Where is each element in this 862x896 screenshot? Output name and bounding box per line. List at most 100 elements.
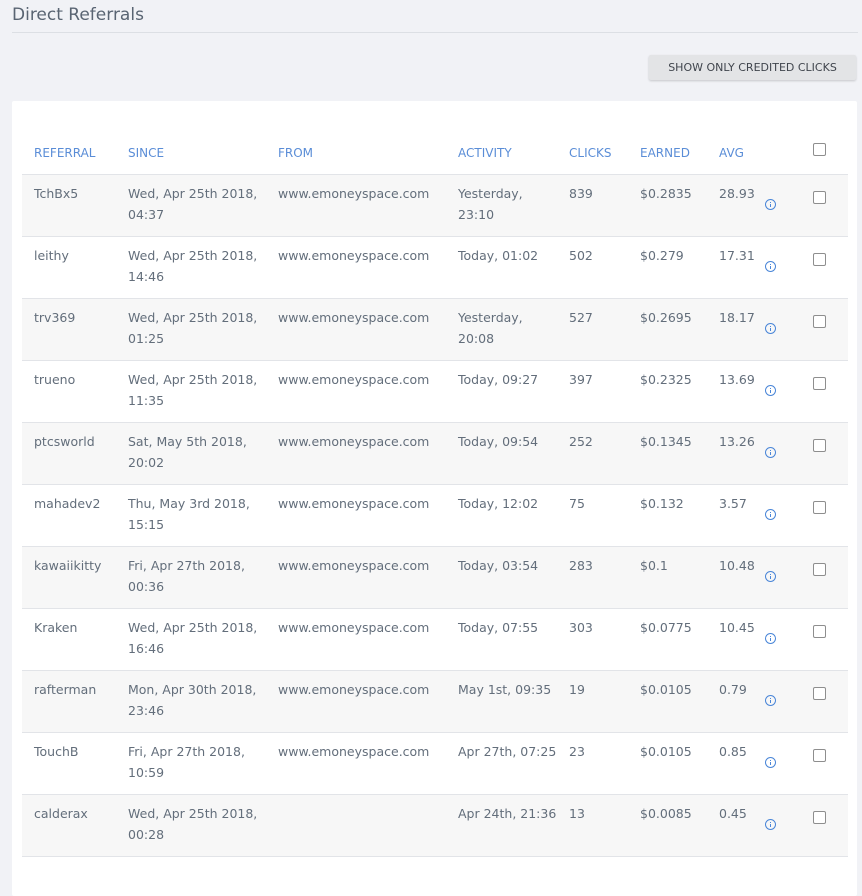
- cell-select: [803, 732, 848, 795]
- cell-from: www.emoneyspace.com: [266, 236, 446, 299]
- column-header-select: [803, 131, 848, 175]
- cell-info: [761, 732, 803, 795]
- cell-from: www.emoneyspace.com: [266, 298, 446, 361]
- info-icon[interactable]: [765, 323, 776, 334]
- cell-select: [803, 608, 848, 671]
- cell-earned: $0.0775: [628, 608, 707, 671]
- cell-select: [803, 236, 848, 299]
- info-icon[interactable]: [765, 757, 776, 768]
- column-header-since[interactable]: SINCE: [116, 131, 266, 175]
- select-all-checkbox[interactable]: [813, 142, 826, 156]
- cell-select: [803, 670, 848, 733]
- cell-referral[interactable]: rafterman: [22, 670, 116, 733]
- cell-from: www.emoneyspace.com: [266, 484, 446, 547]
- referrals-table-body: TchBx5 Wed, Apr 25th 2018, 04:37 www.emone…: [22, 174, 848, 857]
- cell-clicks: 502: [557, 236, 628, 299]
- info-icon[interactable]: [765, 385, 776, 396]
- info-icon[interactable]: [765, 261, 776, 272]
- cell-since: Wed, Apr 25th 2018, 16:46: [116, 608, 266, 671]
- cell-activity: Today, 12:02: [446, 484, 557, 547]
- cell-select: [803, 174, 848, 237]
- cell-select: [803, 546, 848, 609]
- cell-earned: $0.1: [628, 546, 707, 609]
- cell-referral[interactable]: TouchB: [22, 732, 116, 795]
- cell-from: www.emoneyspace.com: [266, 422, 446, 485]
- row-select-checkbox[interactable]: [813, 811, 826, 824]
- cell-earned: $0.279: [628, 236, 707, 299]
- row-select-checkbox[interactable]: [813, 253, 826, 266]
- column-header-from[interactable]: FROM: [266, 131, 446, 175]
- info-icon[interactable]: [765, 199, 776, 210]
- cell-activity: May 1st, 09:35: [446, 670, 557, 733]
- cell-activity: Yesterday, 20:08: [446, 298, 557, 361]
- table-header-row: REFERRAL SINCE FROM ACTIVITY CLICKS EARN…: [22, 131, 848, 175]
- page-title: Direct Referrals: [12, 5, 144, 25]
- column-header-clicks[interactable]: CLICKS: [557, 131, 628, 175]
- table-row: trueno Wed, Apr 25th 2018, 11:35 www.emone…: [22, 360, 848, 423]
- column-header-avg[interactable]: AVG: [707, 131, 761, 175]
- cell-activity: Today, 03:54: [446, 546, 557, 609]
- info-icon[interactable]: [765, 571, 776, 582]
- cell-activity: Today, 09:54: [446, 422, 557, 485]
- cell-clicks: 252: [557, 422, 628, 485]
- cell-from: www.emoneyspace.com: [266, 174, 446, 237]
- cell-info: [761, 236, 803, 299]
- cell-activity: Today, 07:55: [446, 608, 557, 671]
- row-select-checkbox[interactable]: [813, 625, 826, 638]
- cell-referral[interactable]: TchBx5: [22, 174, 116, 237]
- cell-referral[interactable]: trv369: [22, 298, 116, 361]
- cell-from: [266, 794, 446, 857]
- info-icon[interactable]: [765, 447, 776, 458]
- info-icon[interactable]: [765, 819, 776, 830]
- cell-since: Wed, Apr 25th 2018, 14:46: [116, 236, 266, 299]
- cell-referral[interactable]: mahadev2: [22, 484, 116, 547]
- table-row: calderax Wed, Apr 25th 2018, 00:28 Apr 24t…: [22, 794, 848, 857]
- cell-select: [803, 360, 848, 423]
- column-header-earned[interactable]: EARNED: [628, 131, 707, 175]
- cell-earned: $0.132: [628, 484, 707, 547]
- show-only-credited-clicks-button[interactable]: SHOW ONLY CREDITED CLICKS: [649, 55, 856, 80]
- cell-referral[interactable]: kawaiikitty: [22, 546, 116, 609]
- cell-clicks: 283: [557, 546, 628, 609]
- cell-select: [803, 422, 848, 485]
- column-header-referral[interactable]: REFERRAL: [22, 131, 116, 175]
- cell-earned: $0.1345: [628, 422, 707, 485]
- cell-since: Fri, Apr 27th 2018, 10:59: [116, 732, 266, 795]
- info-icon[interactable]: [765, 633, 776, 644]
- column-header-activity[interactable]: ACTIVITY: [446, 131, 557, 175]
- row-select-checkbox[interactable]: [813, 439, 826, 452]
- row-select-checkbox[interactable]: [813, 377, 826, 390]
- info-icon[interactable]: [765, 695, 776, 706]
- table-row: trv369 Wed, Apr 25th 2018, 01:25 www.emone…: [22, 298, 848, 361]
- row-select-checkbox[interactable]: [813, 191, 826, 204]
- cell-select: [803, 298, 848, 361]
- table-row: mahadev2 Thu, May 3rd 2018, 15:15 www.emon…: [22, 484, 848, 547]
- cell-referral[interactable]: trueno: [22, 360, 116, 423]
- row-select-checkbox[interactable]: [813, 315, 826, 328]
- cell-since: Wed, Apr 25th 2018, 01:25: [116, 298, 266, 361]
- cell-earned: $0.0105: [628, 670, 707, 733]
- table-row: ptcsworld Sat, May 5th 2018, 20:02 www.emo…: [22, 422, 848, 485]
- cell-referral[interactable]: leithy: [22, 236, 116, 299]
- cell-activity: Apr 27th, 07:25: [446, 732, 557, 795]
- cell-referral[interactable]: calderax: [22, 794, 116, 857]
- cell-clicks: 19: [557, 670, 628, 733]
- row-select-checkbox[interactable]: [813, 687, 826, 700]
- table-row: rafterman Mon, Apr 30th 2018, 23:46 www.em…: [22, 670, 848, 733]
- table-row: leithy Wed, Apr 25th 2018, 14:46 www.emone…: [22, 236, 848, 299]
- row-select-checkbox[interactable]: [813, 749, 826, 762]
- cell-avg: 0.85: [707, 732, 761, 795]
- cell-referral[interactable]: Kraken: [22, 608, 116, 671]
- row-select-checkbox[interactable]: [813, 563, 826, 576]
- table-row: TchBx5 Wed, Apr 25th 2018, 04:37 www.emone…: [22, 174, 848, 237]
- cell-referral[interactable]: ptcsworld: [22, 422, 116, 485]
- info-icon[interactable]: [765, 509, 776, 520]
- cell-info: [761, 174, 803, 237]
- cell-since: Wed, Apr 25th 2018, 04:37: [116, 174, 266, 237]
- cell-info: [761, 794, 803, 857]
- cell-clicks: 527: [557, 298, 628, 361]
- row-select-checkbox[interactable]: [813, 501, 826, 514]
- cell-avg: 0.45: [707, 794, 761, 857]
- cell-info: [761, 360, 803, 423]
- cell-avg: 10.45: [707, 608, 761, 671]
